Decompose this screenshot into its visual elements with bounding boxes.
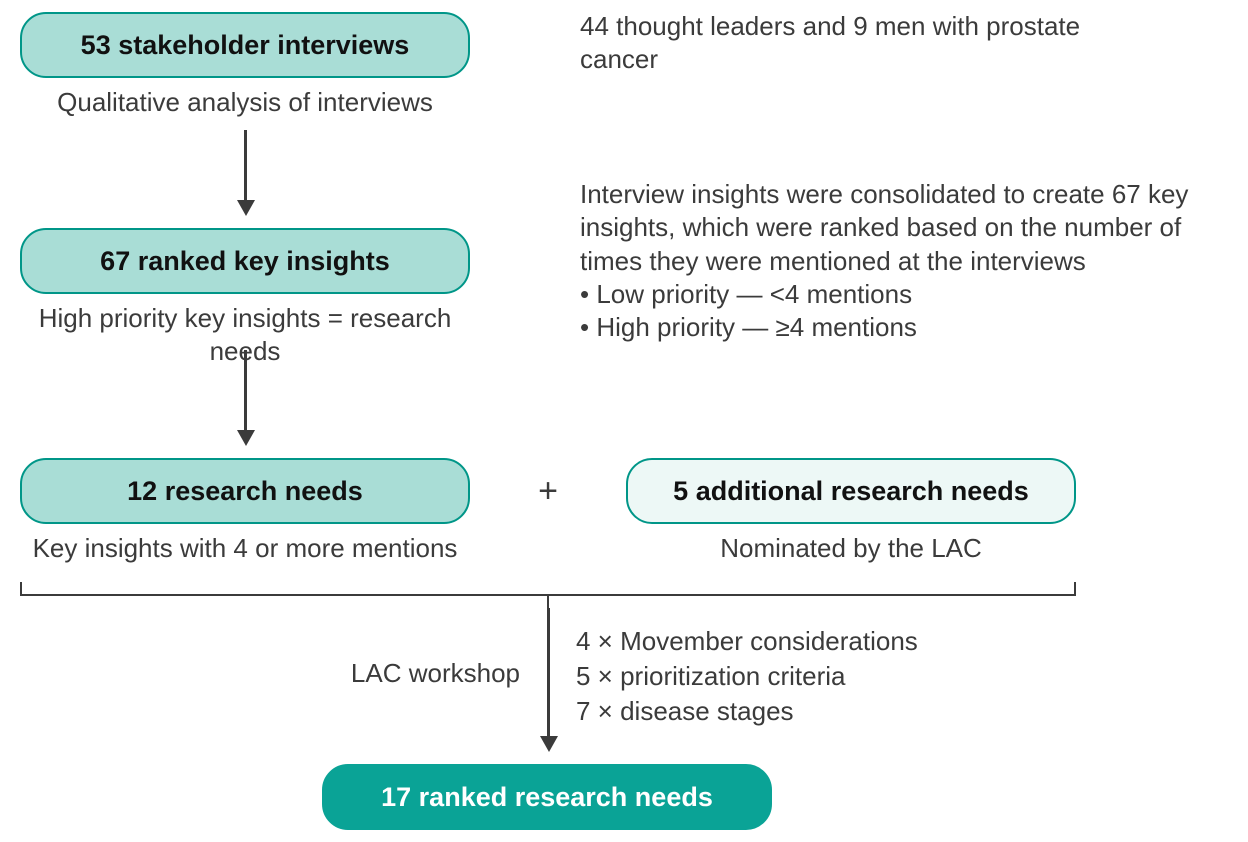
plus-symbol: + (500, 472, 596, 511)
caption-text: Qualitative analysis of interviews (57, 87, 433, 117)
caption-text: Key insights with 4 or more mentions (33, 533, 458, 563)
node-final-ranked: 17 ranked research needs (322, 764, 772, 830)
node-label: 5 additional research needs (673, 476, 1029, 507)
plus-text: + (538, 472, 558, 510)
arrow-2 (244, 350, 247, 432)
node-caption: Qualitative analysis of interviews (20, 86, 470, 119)
bullet-item: Low priority — <4 mentions (580, 278, 1200, 311)
criteria-item: 7 × disease stages (576, 694, 1076, 729)
workshop-text: LAC workshop (351, 658, 520, 688)
criteria-item: 4 × Movember considerations (576, 624, 1076, 659)
node-ranked-insights: 67 ranked key insights (20, 228, 470, 294)
sidenote-2: Interview insights were consolidated to … (580, 178, 1200, 344)
node-caption: Key insights with 4 or more mentions (20, 532, 470, 565)
workshop-criteria: 4 × Movember considerations 5 × prioriti… (576, 624, 1076, 729)
workshop-label: LAC workshop (300, 658, 520, 689)
merge-bracket (20, 582, 1076, 596)
sidenote-text: 44 thought leaders and 9 men with prosta… (580, 11, 1080, 74)
node-research-needs: 12 research needs (20, 458, 470, 524)
caption-text: Nominated by the LAC (720, 533, 982, 563)
node-additional-needs: 5 additional research needs (626, 458, 1076, 524)
node-stakeholder-interviews: 53 stakeholder interviews (20, 12, 470, 78)
node-label: 53 stakeholder interviews (81, 30, 410, 61)
sidenote-1: 44 thought leaders and 9 men with prosta… (580, 10, 1140, 77)
node-label: 17 ranked research needs (381, 782, 713, 813)
criteria-item: 5 × prioritization criteria (576, 659, 1076, 694)
node-label: 67 ranked key insights (100, 246, 390, 277)
node-label: 12 research needs (127, 476, 363, 507)
node-caption: Nominated by the LAC (626, 532, 1076, 565)
bullet-item: High priority — ≥4 mentions (580, 311, 1200, 344)
arrow-1 (244, 130, 247, 202)
sidenote-text: Interview insights were consolidated to … (580, 178, 1200, 278)
arrow-3 (547, 608, 550, 738)
sidenote-bullets: Low priority — <4 mentions High priority… (580, 278, 1200, 345)
